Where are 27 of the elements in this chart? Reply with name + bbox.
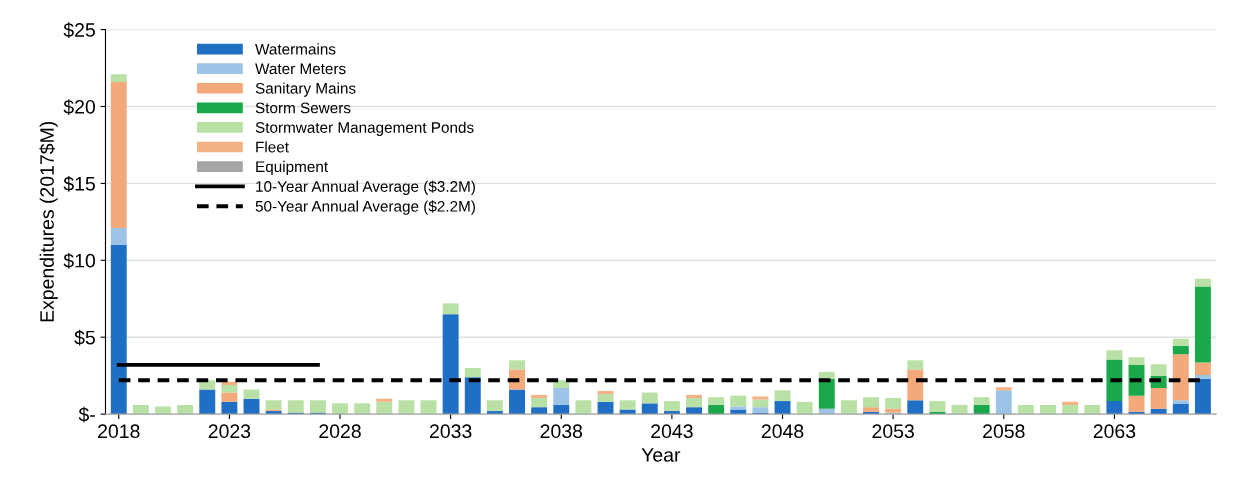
y-tick-label: $25: [63, 22, 95, 38]
y-tick-label: $5: [74, 329, 95, 346]
legend-label: Stormwater Management Ponds: [255, 121, 474, 136]
y-tick-label: $15: [63, 176, 95, 192]
legend-label: Storm Sewers: [255, 102, 351, 114]
legend-label: Water Meters: [255, 63, 346, 75]
legend-label: Equipment: [256, 160, 328, 176]
legend-label: 50-Year Annual Average ($2.2M): [255, 200, 475, 215]
x-tick-label: 2018: [98, 424, 140, 439]
x-tick-label: 2033: [429, 424, 472, 439]
legend-label: Watermains: [255, 43, 336, 55]
y-tick-label: $20: [63, 99, 96, 115]
x-tick-label: 2058: [983, 424, 1025, 439]
legend-label: Fleet: [256, 141, 289, 153]
x-tick-label: 2028: [319, 424, 361, 439]
y-axis-title: Expenditures (2017$M): [39, 121, 58, 322]
y-tick-label: $-: [78, 406, 95, 423]
x-tick-label: 2048: [761, 424, 804, 439]
x-tick-label: 2043: [651, 424, 693, 439]
legend-label: Sanitary Mains: [255, 82, 356, 97]
x-tick-label: 2063: [1093, 424, 1136, 439]
x-tick-label: 2038: [540, 424, 583, 439]
y-tick-label: $10: [63, 252, 96, 269]
legend-label: 10-Year Annual Average ($3.2M): [256, 180, 475, 195]
x-tick-label: 2053: [872, 424, 914, 439]
x-axis-title: Year: [641, 448, 681, 462]
x-tick-label: 2023: [208, 424, 251, 439]
